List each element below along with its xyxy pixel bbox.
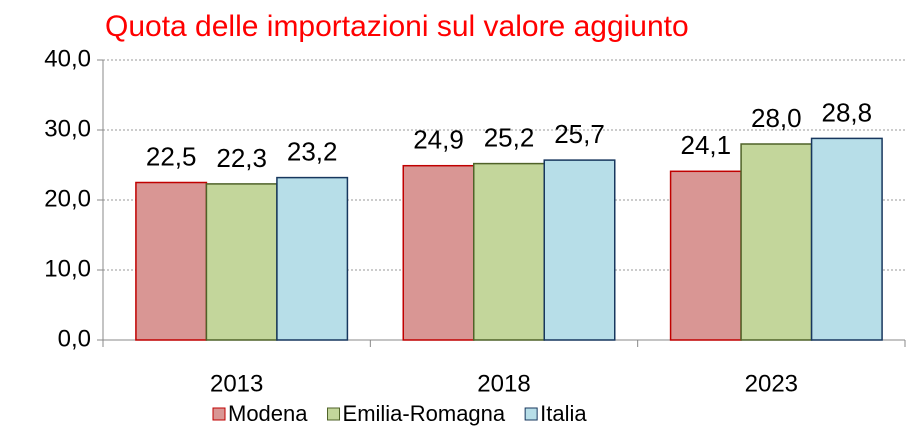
data-label: 24,1 [681, 130, 732, 160]
x-tick-label: 2013 [210, 370, 263, 397]
y-tick-label: 20,0 [44, 185, 91, 212]
bar [402, 164, 475, 341]
data-label: 24,9 [413, 125, 464, 155]
y-tick-label: 30,0 [44, 115, 91, 142]
data-label: 23,2 [287, 136, 338, 166]
legend-label: Modena [228, 401, 308, 426]
y-tick-label: 0,0 [58, 325, 91, 352]
bar [135, 181, 208, 341]
legend-label: Emilia-Romagna [343, 401, 506, 426]
legend-swatch [327, 407, 341, 421]
legend-label: Italia [540, 401, 587, 426]
x-tick-label: 2018 [477, 370, 530, 397]
data-label: 28,0 [751, 103, 802, 133]
data-label: 25,2 [484, 122, 535, 152]
data-label: 25,7 [554, 119, 605, 149]
x-tick-label: 2023 [745, 370, 798, 397]
bar [669, 170, 742, 341]
data-label: 28,8 [822, 97, 873, 127]
bar [205, 183, 278, 341]
bar [810, 137, 883, 341]
y-tick-label: 10,0 [44, 255, 91, 282]
legend-swatch [212, 407, 226, 421]
data-label: 22,5 [146, 141, 197, 171]
bar [473, 162, 545, 341]
bar [543, 159, 616, 341]
bar [276, 176, 349, 341]
y-tick-label: 40,0 [44, 45, 91, 72]
data-label: 22,3 [216, 143, 267, 173]
legend-swatch [524, 407, 538, 421]
chart-title: Quota delle importazioni sul valore aggi… [105, 10, 689, 43]
bar [740, 143, 813, 341]
